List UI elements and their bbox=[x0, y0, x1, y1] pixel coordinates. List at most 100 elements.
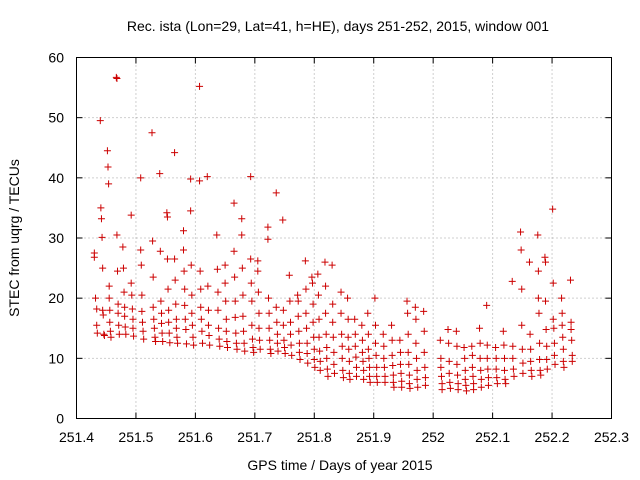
data-point bbox=[414, 383, 422, 391]
data-point bbox=[329, 318, 337, 326]
data-point bbox=[230, 247, 238, 255]
x-axis-label: GPS time / Days of year 2015 bbox=[247, 457, 432, 473]
data-point bbox=[389, 378, 397, 386]
data-point bbox=[558, 321, 566, 329]
data-point bbox=[222, 327, 230, 335]
data-point bbox=[165, 306, 173, 314]
data-point bbox=[223, 337, 231, 345]
data-point bbox=[114, 300, 122, 308]
data-point bbox=[156, 247, 164, 255]
data-point bbox=[272, 303, 280, 311]
data-point bbox=[172, 315, 180, 323]
data-point bbox=[413, 366, 421, 374]
data-point bbox=[281, 344, 289, 352]
data-point bbox=[420, 327, 428, 335]
x-tick-label: 252.2 bbox=[535, 429, 570, 445]
data-point bbox=[238, 264, 246, 272]
data-point bbox=[388, 351, 396, 359]
data-point bbox=[231, 273, 239, 281]
data-point bbox=[310, 356, 318, 364]
data-point bbox=[181, 285, 189, 293]
data-point bbox=[484, 381, 492, 389]
data-point bbox=[182, 340, 190, 348]
data-point bbox=[373, 378, 381, 386]
data-point bbox=[115, 330, 123, 338]
data-point bbox=[360, 366, 368, 374]
data-point bbox=[502, 380, 510, 388]
data-point bbox=[287, 330, 294, 338]
data-point bbox=[525, 258, 533, 266]
data-point bbox=[172, 300, 180, 308]
data-point bbox=[151, 333, 159, 341]
data-point bbox=[344, 294, 352, 302]
data-point bbox=[114, 267, 122, 275]
data-point bbox=[232, 329, 240, 337]
data-point bbox=[364, 330, 372, 338]
data-point bbox=[559, 345, 567, 353]
data-point bbox=[105, 294, 113, 302]
data-point bbox=[221, 279, 229, 287]
data-point bbox=[279, 216, 287, 224]
data-point bbox=[338, 330, 346, 338]
data-point bbox=[412, 339, 420, 347]
data-point bbox=[274, 347, 282, 355]
data-point bbox=[366, 378, 374, 386]
data-point bbox=[542, 297, 550, 305]
data-point bbox=[93, 329, 101, 337]
data-point bbox=[308, 279, 316, 287]
data-point bbox=[287, 341, 295, 349]
data-point bbox=[129, 324, 137, 332]
data-point bbox=[196, 177, 204, 185]
x-tick-label: 251.5 bbox=[118, 429, 153, 445]
data-point bbox=[163, 213, 171, 221]
x-tick-label: 251.8 bbox=[297, 429, 332, 445]
data-point bbox=[315, 315, 323, 323]
data-point bbox=[316, 347, 324, 355]
data-point bbox=[99, 306, 107, 314]
data-point bbox=[436, 336, 444, 344]
data-point bbox=[99, 311, 107, 319]
data-point bbox=[510, 372, 518, 380]
data-point bbox=[359, 357, 367, 365]
data-point bbox=[492, 354, 500, 362]
data-point bbox=[462, 387, 470, 395]
data-point bbox=[338, 354, 346, 362]
data-point bbox=[182, 325, 190, 333]
data-point bbox=[238, 231, 246, 239]
data-point bbox=[483, 341, 491, 349]
data-point bbox=[405, 360, 413, 368]
data-point bbox=[239, 312, 247, 320]
data-point bbox=[273, 318, 281, 326]
data-point bbox=[330, 369, 338, 377]
data-point bbox=[372, 351, 380, 359]
data-point bbox=[483, 354, 491, 362]
data-point bbox=[550, 324, 558, 332]
data-point bbox=[477, 383, 485, 391]
data-point bbox=[493, 380, 501, 388]
data-point bbox=[358, 321, 366, 329]
data-point bbox=[360, 375, 368, 383]
data-point bbox=[180, 246, 187, 254]
data-point bbox=[323, 344, 331, 352]
data-point bbox=[250, 348, 258, 356]
y-tick-label: 30 bbox=[48, 230, 64, 246]
data-point bbox=[453, 342, 461, 350]
data-point bbox=[310, 345, 318, 353]
data-point bbox=[295, 339, 303, 347]
data-point bbox=[396, 360, 404, 368]
data-point bbox=[254, 288, 262, 296]
data-point bbox=[328, 261, 336, 269]
data-point bbox=[302, 309, 310, 317]
data-point bbox=[115, 321, 123, 329]
data-point bbox=[90, 253, 98, 261]
data-point bbox=[352, 372, 360, 380]
data-point bbox=[127, 279, 135, 287]
data-point bbox=[437, 372, 445, 380]
x-tick-label: 252 bbox=[421, 429, 445, 445]
data-point bbox=[468, 342, 476, 350]
data-point bbox=[106, 318, 114, 326]
data-point bbox=[567, 325, 575, 333]
data-point bbox=[398, 383, 406, 391]
data-point bbox=[221, 261, 229, 269]
data-point bbox=[181, 301, 189, 309]
